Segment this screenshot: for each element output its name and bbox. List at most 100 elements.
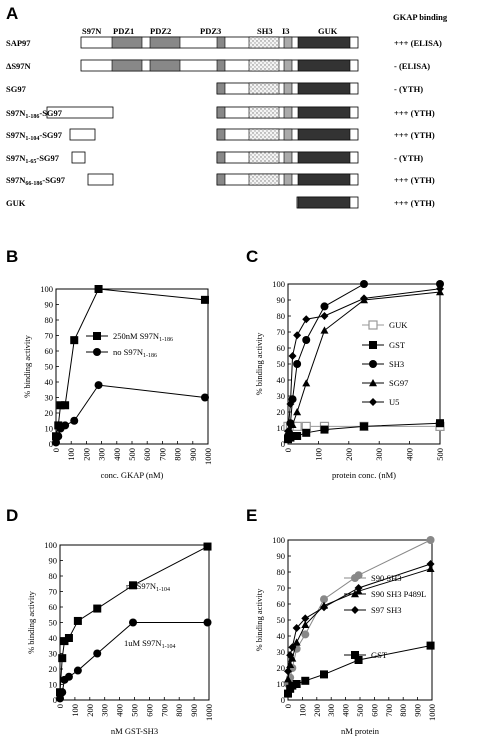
row-name-1-65: S97N1-65-SG97 <box>6 153 60 165</box>
domain-label-pdz3: PDZ3 <box>200 26 221 36</box>
data-point <box>426 536 435 544</box>
data-point <box>320 595 328 604</box>
legend-marker <box>368 320 378 330</box>
y-axis-label: % binding activity <box>26 590 36 654</box>
x-tick-label: 400 <box>112 448 122 461</box>
y-tick-label: 40 <box>277 375 286 385</box>
data-point <box>354 584 363 592</box>
data-point <box>56 401 65 410</box>
data-point <box>284 675 292 683</box>
data-point <box>64 672 73 681</box>
construct-sg97-1 <box>216 106 359 119</box>
data-point <box>426 564 435 572</box>
data-point <box>288 681 297 690</box>
y-tick-label: 80 <box>45 315 54 325</box>
x-tick-label: 500 <box>127 448 137 461</box>
data-point <box>293 408 302 416</box>
data-point <box>61 421 70 430</box>
legend-marker <box>369 398 377 406</box>
y-tick-label: 50 <box>49 618 58 628</box>
data-point <box>302 315 311 324</box>
x-tick-label: 300 <box>374 448 384 461</box>
x-axis-label: nM GST-SH3 <box>111 726 158 736</box>
x-tick-label: 1000 <box>427 704 437 721</box>
y-tick-label: 0 <box>281 439 285 449</box>
y-tick-label: 90 <box>49 556 58 566</box>
x-tick-label: 700 <box>159 704 169 717</box>
y-axis-label: % binding activity <box>254 332 264 396</box>
data-point <box>70 416 79 425</box>
x-tick-label: 400 <box>405 448 415 461</box>
legend-label: S90 SH3 <box>371 573 401 583</box>
data-point <box>200 295 209 304</box>
data-point <box>292 624 301 632</box>
y-tick-label: 0 <box>49 439 53 449</box>
data-point <box>129 581 138 590</box>
row-name-sap97: SAP97 <box>6 38 31 48</box>
data-point <box>320 670 328 679</box>
panel-label-a: A <box>6 4 18 23</box>
y-tick-label: 30 <box>277 647 286 657</box>
data-point <box>436 280 444 288</box>
series-line-4 <box>287 288 441 432</box>
y-tick-label: 30 <box>49 649 58 659</box>
y-tick-label: 20 <box>49 664 58 674</box>
data-point <box>436 419 444 428</box>
x-tick-label: 900 <box>413 704 423 717</box>
s97n-fragment-1-65 <box>71 151 86 164</box>
domain-label-guk: GUK <box>318 26 338 36</box>
y-tick-label: 10 <box>49 680 58 690</box>
data-point <box>203 542 212 551</box>
row-name-1-186: S97N1-186-SG97 <box>6 108 63 120</box>
legend-label: SG97 <box>389 378 408 388</box>
legend-marker <box>369 341 377 349</box>
legend-marker <box>351 651 359 659</box>
y-tick-label: 100 <box>272 535 285 545</box>
x-tick-label: 800 <box>174 704 184 717</box>
legend-label: GST <box>389 340 406 350</box>
y-tick-label: 70 <box>49 587 58 597</box>
data-point <box>320 425 329 434</box>
data-point <box>94 381 103 390</box>
x-tick-label: 0 <box>283 704 293 708</box>
domain-label-pdz1: PDZ1 <box>113 26 134 36</box>
row-name-delta-s97n: ΔS97N <box>6 61 32 71</box>
y-tick-label: 0 <box>281 695 285 705</box>
construct-sg97-3 <box>216 151 359 164</box>
data-point <box>320 302 329 311</box>
x-tick-label: 100 <box>313 448 323 461</box>
y-axis-label: % binding activity <box>254 588 264 652</box>
y-tick-label: 60 <box>45 346 54 356</box>
row-name-66-186: S97N66-186-SG97 <box>6 175 66 187</box>
x-tick-label: 500 <box>435 448 445 461</box>
legend-marker <box>351 574 359 582</box>
y-tick-label: 80 <box>277 567 286 577</box>
data-point <box>52 438 60 447</box>
y-tick-label: 50 <box>45 362 54 372</box>
data-point <box>426 560 435 568</box>
legend-marker <box>93 348 101 356</box>
data-point <box>54 432 63 441</box>
y-tick-label: 100 <box>272 279 285 289</box>
x-tick-label: 0 <box>55 704 65 708</box>
x-tick-label: 200 <box>312 704 322 717</box>
data-point <box>60 637 69 646</box>
result-1-186: +++ (YTH) <box>394 108 435 118</box>
legend-label: no S97N1-186 <box>113 347 157 359</box>
x-tick-label: 200 <box>81 448 91 461</box>
y-tick-label: 20 <box>45 408 54 418</box>
panel-label-b: B <box>6 247 18 266</box>
data-point <box>301 614 310 623</box>
data-point <box>436 284 444 293</box>
panel-label-e: E <box>246 506 257 525</box>
data-point <box>284 427 292 436</box>
x-tick-label: 600 <box>144 704 154 717</box>
y-tick-label: 10 <box>45 424 54 434</box>
x-tick-label: 500 <box>130 704 140 717</box>
x-axis-label: nM protein <box>341 726 380 736</box>
x-tick-label: 300 <box>326 704 336 717</box>
legend-marker <box>369 360 377 368</box>
construct-sap97 <box>80 36 359 49</box>
